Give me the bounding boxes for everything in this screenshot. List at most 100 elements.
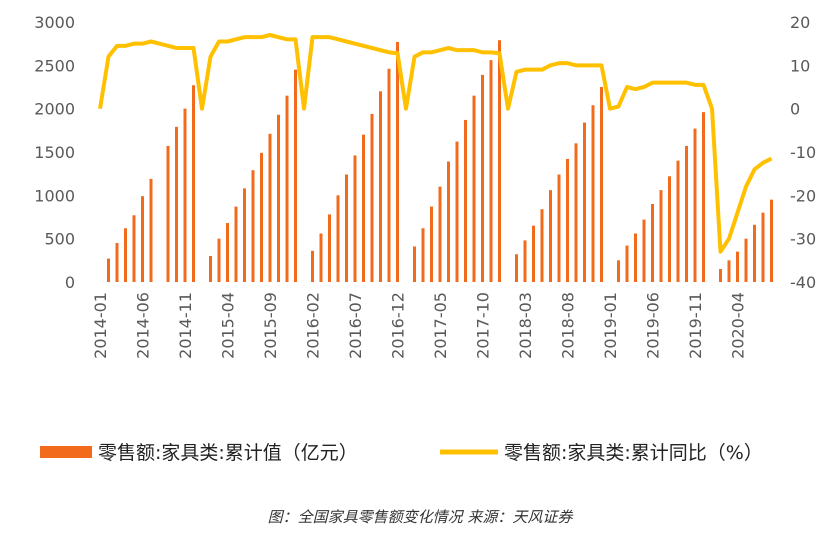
legend-label: 零售额:家具类:累计同比（%） — [504, 442, 763, 464]
bar — [285, 95, 289, 283]
bar — [413, 246, 416, 282]
bar — [557, 174, 561, 282]
bar — [141, 196, 144, 282]
x-tick-label: 2019-01 — [601, 292, 620, 359]
bar — [634, 233, 637, 282]
x-tick-label: 2014-06 — [134, 292, 153, 359]
bar — [498, 40, 501, 283]
bar — [183, 108, 187, 283]
bar — [600, 87, 603, 282]
x-tick-label: 2020-04 — [729, 292, 748, 359]
bar — [421, 228, 425, 282]
bar — [328, 214, 331, 282]
bar — [251, 170, 255, 282]
bar — [447, 161, 450, 282]
bar — [268, 133, 272, 282]
bar — [132, 215, 136, 282]
bar — [362, 134, 365, 282]
y2-tick-label: -20 — [790, 186, 816, 205]
bar — [617, 260, 620, 282]
x-tick-label: 2019-06 — [644, 292, 663, 359]
bar — [481, 74, 484, 282]
bar — [685, 145, 688, 282]
y2-tick-label: 20 — [790, 13, 810, 32]
bar — [260, 152, 263, 282]
bar — [277, 114, 280, 282]
bar — [472, 95, 476, 283]
bar — [166, 145, 170, 282]
bar — [209, 256, 212, 282]
y2-tick-label: 10 — [790, 56, 810, 75]
y-tick-label: 1000 — [34, 186, 75, 205]
bar — [651, 204, 654, 282]
x-tick-label: 2016-12 — [389, 292, 408, 359]
bar — [540, 209, 544, 282]
bar — [744, 238, 748, 282]
bar — [523, 240, 527, 282]
bar — [668, 176, 671, 282]
bar — [583, 122, 586, 283]
x-tick-label: 2015-09 — [261, 292, 280, 359]
bar — [396, 41, 399, 282]
x-tick-label: 2016-02 — [304, 292, 323, 359]
x-tick-label: 2014-11 — [176, 292, 195, 359]
y2-tick-label: -40 — [790, 273, 816, 292]
x-tick-label: 2015-04 — [219, 292, 238, 359]
bar — [532, 225, 535, 282]
y2-tick-label: 0 — [790, 100, 800, 119]
y-tick-label: 0 — [65, 273, 75, 292]
y-tick-label: 2000 — [34, 100, 75, 119]
bar — [370, 113, 374, 282]
bar — [243, 188, 246, 282]
y2-tick-label: -30 — [790, 230, 816, 249]
bar — [379, 91, 382, 282]
legend-swatch — [40, 446, 92, 458]
bar — [719, 269, 722, 282]
bar — [217, 238, 221, 282]
bar — [311, 250, 314, 282]
bar — [659, 190, 663, 282]
bar — [515, 254, 518, 282]
caption: 图：全国家具零售额变化情况 来源：天风证券 — [268, 508, 574, 526]
bar — [625, 245, 629, 282]
bar — [430, 206, 433, 282]
bar — [736, 251, 739, 282]
bar — [175, 126, 178, 282]
bar — [226, 223, 229, 282]
bar — [353, 155, 357, 282]
bar — [294, 69, 297, 283]
bar — [753, 224, 756, 282]
bar — [591, 105, 595, 282]
y2-tick-label: -10 — [790, 143, 816, 162]
legend-label: 零售额:家具类:累计值（亿元） — [98, 442, 358, 464]
bar — [115, 243, 119, 282]
bar — [438, 186, 442, 282]
bar — [455, 141, 459, 282]
x-tick-label: 2017-05 — [431, 292, 450, 359]
x-tick-label: 2018-08 — [559, 292, 578, 359]
line — [98, 33, 773, 254]
bar — [345, 174, 348, 282]
bar — [489, 60, 493, 283]
bar — [549, 190, 552, 282]
x-tick-label: 2016-07 — [346, 292, 365, 359]
bar — [234, 206, 238, 282]
bar — [107, 258, 110, 282]
bar — [702, 112, 705, 282]
x-tick-label: 2014-01 — [91, 292, 110, 359]
x-tick-label: 2018-03 — [516, 292, 535, 359]
y-tick-label: 3000 — [34, 13, 75, 32]
x-tick-label: 2019-11 — [686, 292, 705, 359]
bar — [693, 128, 697, 282]
bar — [387, 68, 391, 282]
bar — [574, 143, 578, 282]
x-tick-label: 2017-10 — [474, 292, 493, 359]
bar — [642, 219, 646, 282]
bar — [761, 212, 765, 282]
bar — [336, 195, 340, 282]
bar — [319, 233, 323, 282]
bar — [192, 85, 195, 283]
y-tick-label: 2500 — [34, 56, 75, 75]
y-tick-label: 1500 — [34, 143, 75, 162]
